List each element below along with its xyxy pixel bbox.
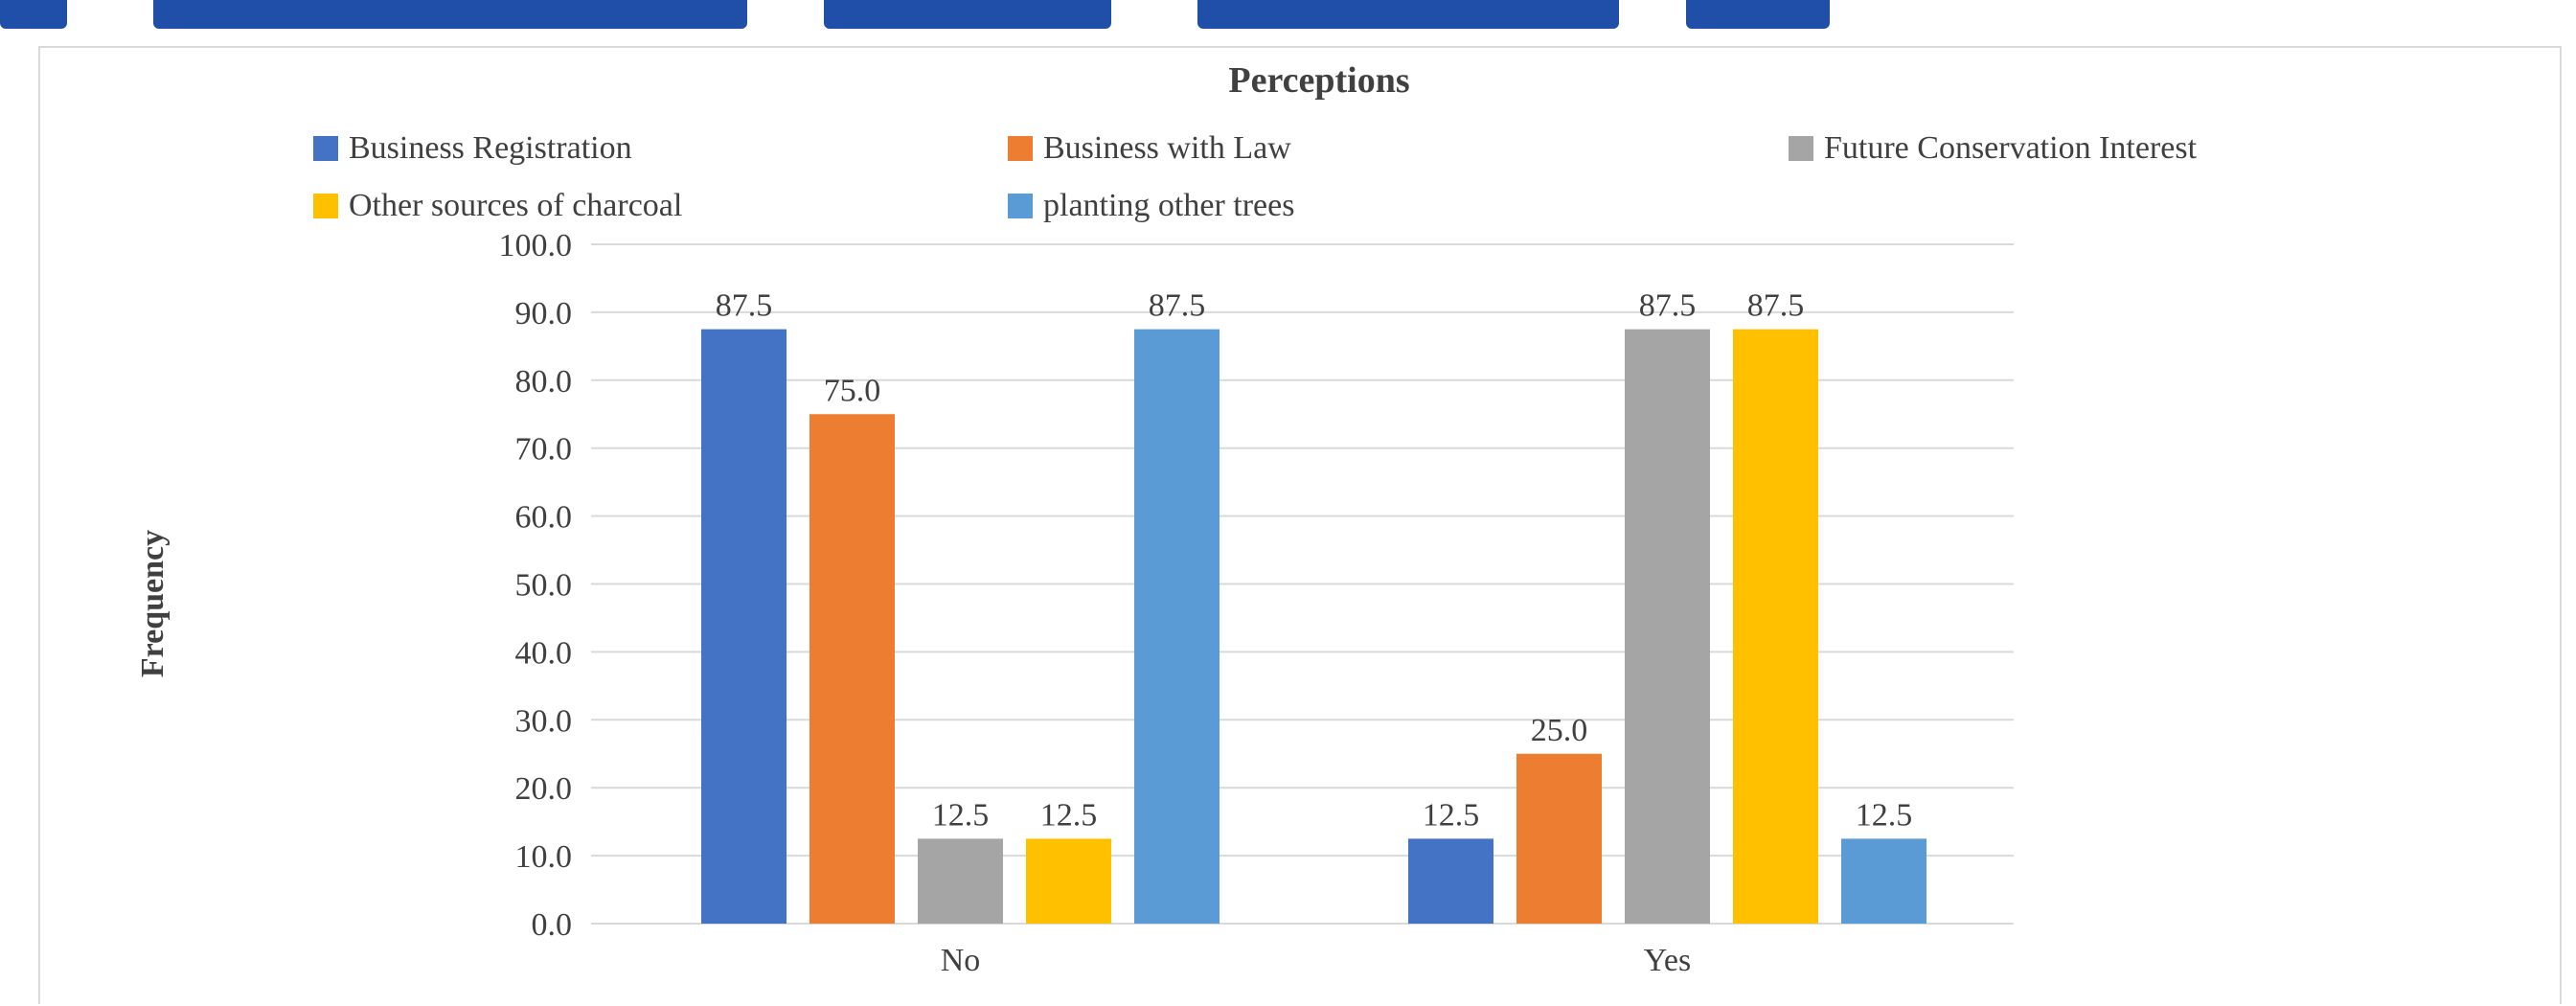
y-tick-label: 100.0 [499,228,573,263]
y-tick-label: 20.0 [515,771,573,807]
bar-yes-3 [1733,329,1818,924]
y-tick-label: 90.0 [515,296,573,332]
legend-label: planting other trees [1043,188,1294,223]
legend-label: Other sources of charcoal [349,188,682,223]
bar-yes-2 [1625,329,1710,924]
data-label: 87.5 [716,288,773,324]
y-tick-label: 80.0 [515,364,573,400]
legend-swatch [1789,136,1813,161]
chart-title: Perceptions [1228,60,1409,101]
chart-frame: Perceptions Frequency Business Registrat… [38,46,2562,1004]
bar-no-4 [1134,329,1220,924]
y-tick-label: 50.0 [515,568,573,604]
y-tick-label: 60.0 [515,500,573,536]
data-label: 87.5 [1747,288,1805,324]
legend-label: Future Conservation Interest [1824,130,2198,166]
legend-label: Business Registration [349,130,632,166]
bars [701,329,1926,924]
legend-item: Business with Law [1008,130,1291,166]
data-label: 12.5 [932,797,990,833]
header-strip [0,0,2576,42]
data-label: 87.5 [1149,288,1206,324]
bar-no-0 [701,329,786,924]
x-axis-categories: No Yes [941,943,1692,978]
legend-item: Business Registration [313,130,632,166]
data-label: 75.0 [824,373,881,408]
legend-label: Business with Law [1043,130,1291,166]
legend-item: Other sources of charcoal [313,188,682,223]
y-tick-label: 0.0 [532,907,573,943]
bar-chart: Perceptions Frequency Business Registrat… [135,60,2198,978]
legend-swatch [1008,194,1033,218]
bar-yes-0 [1408,838,1493,924]
bar-no-1 [809,414,895,924]
legend-swatch [313,194,338,218]
legend-item: planting other trees [1008,188,1294,223]
y-tick-label: 10.0 [515,839,573,875]
data-labels: 87.5 12.5 75.0 25.0 12.5 87.5 12.5 87.5 87.5 12.5 [716,288,1913,834]
y-tick-label: 70.0 [515,432,573,468]
data-label: 87.5 [1639,288,1697,324]
x-category-label: Yes [1644,943,1691,978]
legend-swatch [1008,136,1033,161]
x-category-label: No [941,943,981,978]
legend-item: Future Conservation Interest [1789,130,2198,166]
bar-no-2 [918,838,1003,924]
legend-swatch [313,136,338,161]
data-label: 12.5 [1040,797,1098,833]
data-label: 12.5 [1856,797,1913,833]
data-label: 25.0 [1531,713,1588,748]
legend: Business Registration Business with Law Fu… [313,130,2198,223]
data-label: 12.5 [1423,797,1480,833]
y-tick-label: 30.0 [515,703,573,739]
y-axis-label: Frequency [135,530,171,677]
bar-yes-4 [1841,838,1926,924]
y-axis-ticks: 0.0 10.0 20.0 30.0 40.0 50.0 60.0 70.0 80.0 90.0 1… [499,228,573,943]
bar-yes-1 [1516,753,1602,924]
bar-no-3 [1026,838,1111,924]
y-tick-label: 40.0 [515,635,573,671]
